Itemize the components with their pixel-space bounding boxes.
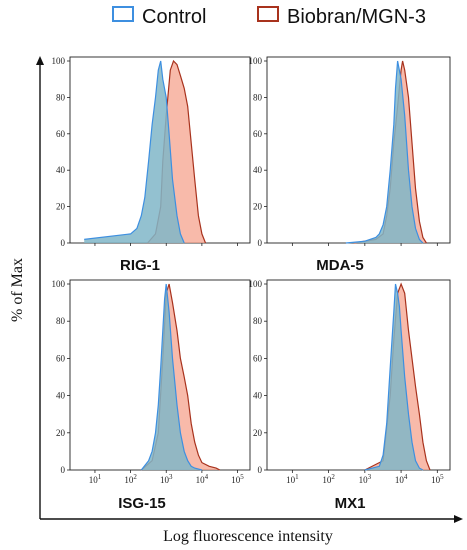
y-axis-arrowhead	[36, 56, 44, 65]
y-tick-label: 100	[249, 56, 263, 66]
legend: Control Biobran/MGN-3	[112, 6, 426, 28]
y-tick-label: 20	[253, 202, 263, 212]
panel-label: RIG-1	[120, 257, 160, 274]
x-tick-label: 102	[322, 473, 335, 485]
x-tick-label: 101	[286, 473, 299, 485]
panel-label: MDA-5	[316, 257, 364, 274]
panel-frame	[266, 56, 451, 244]
y-tick-label: 0	[258, 465, 263, 475]
y-tick-label: 60	[253, 129, 263, 139]
x-tick-label: 105	[231, 473, 244, 485]
legend-control-label: Control	[142, 6, 206, 28]
x-tick-label: 101	[89, 473, 102, 485]
y-tick-label: 100	[52, 56, 66, 66]
x-tick-label: 103	[160, 473, 173, 485]
y-tick-label: 40	[253, 165, 263, 175]
x-tick-label: 104	[196, 473, 209, 485]
series-area-control	[84, 61, 185, 243]
series-area-control	[364, 284, 423, 470]
panel-mda-5: 0 20 40 60 80 100 MDA-5	[249, 56, 451, 274]
y-tick-label: 20	[253, 428, 263, 438]
y-tick-label: 80	[56, 92, 66, 102]
y-tick-label: 60	[56, 129, 66, 139]
x-axis-title: Log fluorescence intensity	[163, 528, 333, 545]
y-tick-label: 60	[56, 353, 66, 363]
y-tick-label: 40	[56, 165, 66, 175]
panels: 0 20 40 60 80 100 RIG-1 0 20 40 60 80 100 MDA-5 0 20 40 6…	[52, 56, 451, 512]
y-tick-label: 80	[253, 92, 263, 102]
y-tick-label: 0	[61, 238, 66, 248]
y-tick-label: 100	[52, 279, 66, 289]
y-tick-label: 80	[253, 316, 263, 326]
panel-isg-15: 0 20 40 60 80 100 101 102 103 104 105 ISG-15	[52, 279, 251, 512]
y-axis-title: % of Max	[9, 258, 26, 322]
legend-treated-label: Biobran/MGN-3	[287, 6, 426, 28]
y-tick-label: 40	[56, 391, 66, 401]
panel-label: MX1	[335, 495, 366, 512]
legend-control-swatch	[112, 6, 134, 22]
series-line-control	[140, 283, 203, 471]
y-tick-label: 0	[258, 238, 263, 248]
y-tick-label: 40	[253, 391, 263, 401]
x-tick-label: 105	[431, 473, 444, 485]
series-line-control	[364, 283, 424, 471]
y-tick-label: 0	[61, 465, 66, 475]
legend-treated-swatch	[257, 6, 279, 22]
series-line-control	[84, 60, 185, 244]
x-tick-label: 104	[395, 473, 408, 485]
outer-axes	[36, 56, 463, 523]
panel-rig-1: 0 20 40 60 80 100 RIG-1	[52, 56, 251, 274]
series-line-control	[345, 60, 424, 244]
y-tick-label: 20	[56, 202, 66, 212]
y-tick-label: 60	[253, 353, 263, 363]
panel-frame	[266, 279, 451, 471]
y-tick-label: 80	[56, 316, 66, 326]
panel-mx1: 0 20 40 60 80 100 101 102 103 104 105 MX1	[249, 279, 451, 512]
x-tick-label: 103	[359, 473, 372, 485]
panel-label: ISG-15	[118, 495, 166, 512]
x-axis-arrowhead	[454, 515, 463, 523]
y-tick-label: 100	[249, 279, 263, 289]
y-tick-label: 20	[56, 428, 66, 438]
x-tick-label: 102	[124, 473, 137, 485]
